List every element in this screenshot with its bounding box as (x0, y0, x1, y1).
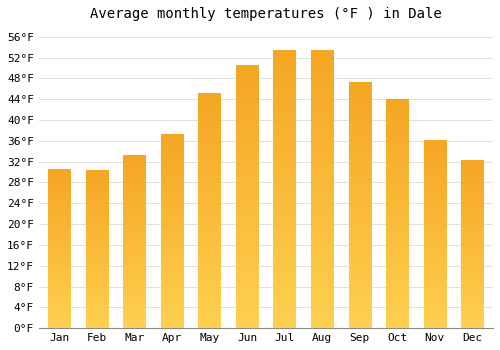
Title: Average monthly temperatures (°F ) in Dale: Average monthly temperatures (°F ) in Da… (90, 7, 442, 21)
